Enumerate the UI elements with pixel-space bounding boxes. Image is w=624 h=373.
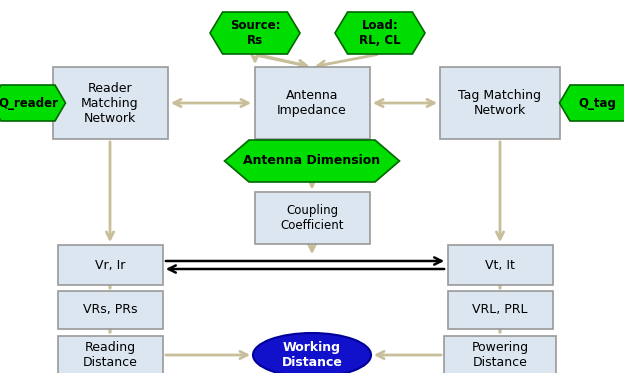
- Polygon shape: [560, 85, 624, 121]
- Text: Reader
Matching
Network: Reader Matching Network: [81, 81, 139, 125]
- FancyBboxPatch shape: [57, 245, 162, 285]
- Text: Q_tag: Q_tag: [578, 97, 616, 110]
- Text: Working
Distance: Working Distance: [281, 341, 343, 369]
- Text: Powering
Distance: Powering Distance: [472, 341, 529, 369]
- Text: Antenna Dimension: Antenna Dimension: [243, 154, 381, 167]
- Text: Vt, It: Vt, It: [485, 258, 515, 272]
- Text: Load:
RL, CL: Load: RL, CL: [359, 19, 401, 47]
- FancyBboxPatch shape: [57, 291, 162, 329]
- Polygon shape: [210, 12, 300, 54]
- Text: Reading
Distance: Reading Distance: [82, 341, 137, 369]
- Polygon shape: [225, 140, 399, 182]
- Text: Q_reader: Q_reader: [0, 97, 58, 110]
- Polygon shape: [335, 12, 425, 54]
- FancyBboxPatch shape: [255, 67, 369, 139]
- FancyBboxPatch shape: [52, 67, 167, 139]
- FancyBboxPatch shape: [444, 336, 556, 373]
- FancyBboxPatch shape: [447, 245, 552, 285]
- Text: Tag Matching
Network: Tag Matching Network: [459, 89, 542, 117]
- Text: Vr, Ir: Vr, Ir: [95, 258, 125, 272]
- FancyBboxPatch shape: [447, 291, 552, 329]
- Text: Coupling
Coefficient: Coupling Coefficient: [280, 204, 344, 232]
- Text: VRL, PRL: VRL, PRL: [472, 304, 528, 317]
- Polygon shape: [0, 85, 66, 121]
- Text: Antenna
Impedance: Antenna Impedance: [277, 89, 347, 117]
- Ellipse shape: [253, 333, 371, 373]
- FancyBboxPatch shape: [255, 192, 369, 244]
- FancyBboxPatch shape: [57, 336, 162, 373]
- FancyBboxPatch shape: [440, 67, 560, 139]
- Text: VRs, PRs: VRs, PRs: [83, 304, 137, 317]
- Text: Source:
Rs: Source: Rs: [230, 19, 280, 47]
